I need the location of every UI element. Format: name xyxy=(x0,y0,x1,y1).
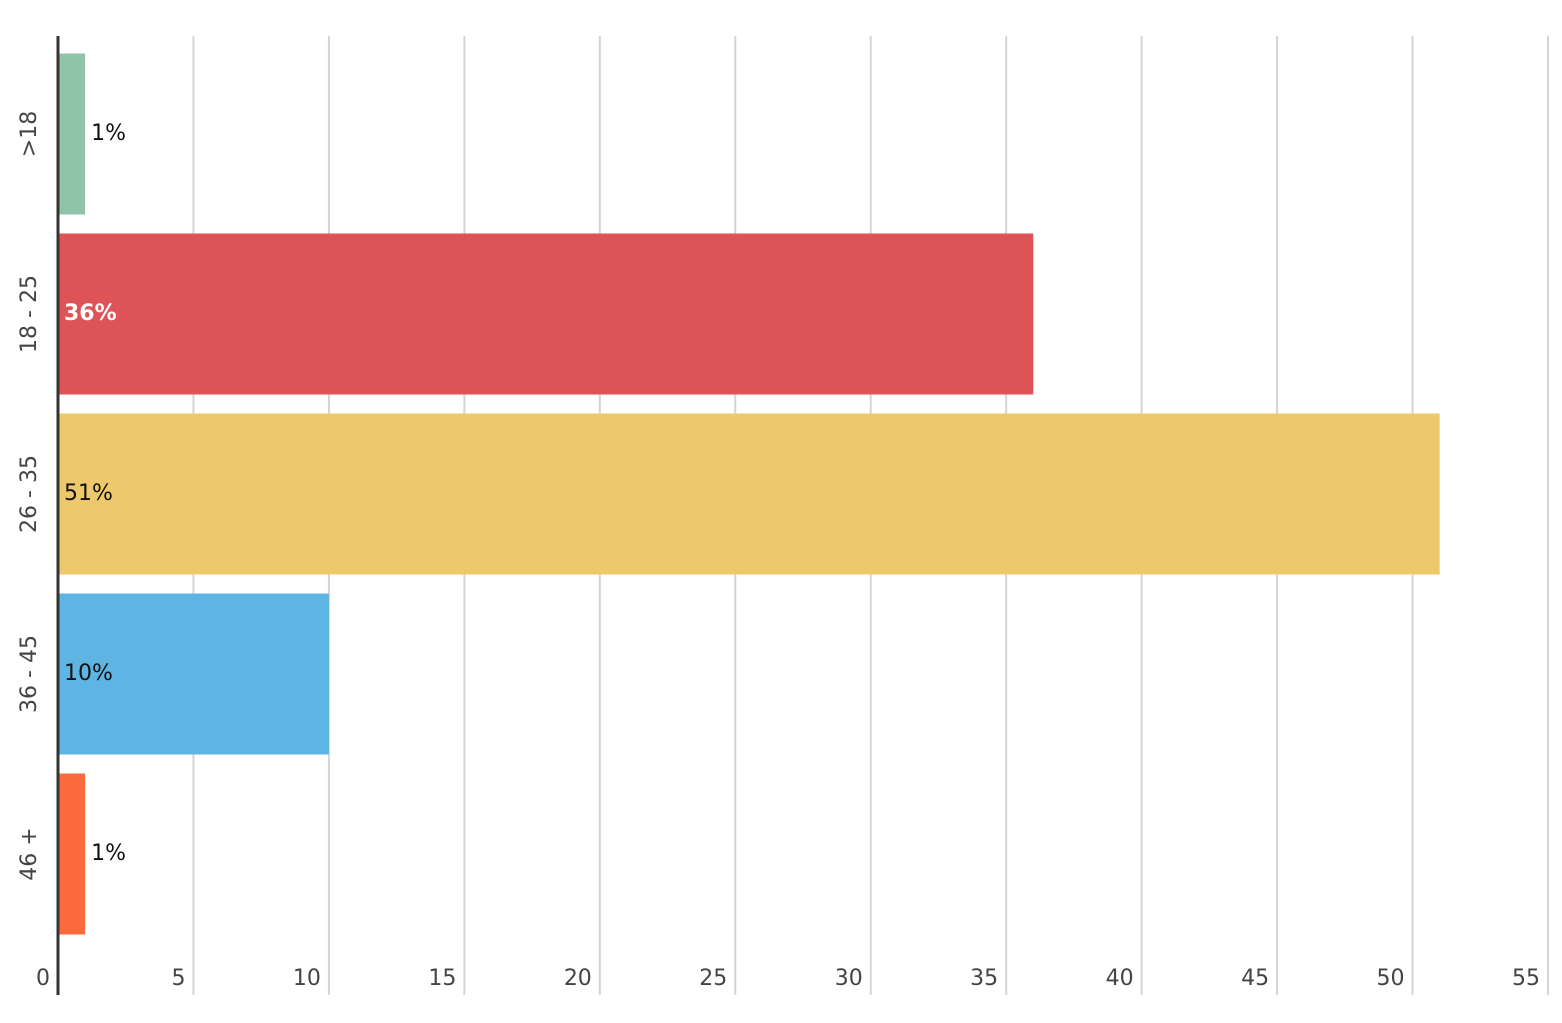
y-tick-label: 46 + xyxy=(17,827,42,880)
x-tick-label: 30 xyxy=(835,966,863,991)
value-label: 1% xyxy=(91,121,126,146)
y-tick-label: 18 - 25 xyxy=(17,275,42,353)
x-tick-label: 40 xyxy=(1106,966,1134,991)
value-label: 36% xyxy=(64,301,117,326)
x-tick-label: 55 xyxy=(1512,966,1540,991)
bar xyxy=(58,773,86,935)
bar xyxy=(58,233,1034,395)
x-tick-label: 15 xyxy=(428,966,456,991)
x-tick-label: 5 xyxy=(171,966,185,991)
x-tick-label: 45 xyxy=(1241,966,1269,991)
y-tick-label: 36 - 45 xyxy=(17,635,42,713)
x-tick-label: 10 xyxy=(293,966,321,991)
x-tick-label: 20 xyxy=(564,966,592,991)
bar xyxy=(58,53,86,215)
value-label: 1% xyxy=(91,841,126,866)
x-tick-label: 0 xyxy=(36,966,50,991)
y-tick-label: >18 xyxy=(17,111,42,157)
bar xyxy=(58,413,1440,575)
x-tick-label: 50 xyxy=(1377,966,1405,991)
value-label: 10% xyxy=(64,661,113,686)
y-tick-label: 26 - 35 xyxy=(17,455,42,533)
x-tick-label: 25 xyxy=(699,966,727,991)
x-tick-label: 35 xyxy=(970,966,998,991)
bar xyxy=(58,593,329,755)
value-label: 51% xyxy=(64,481,113,506)
